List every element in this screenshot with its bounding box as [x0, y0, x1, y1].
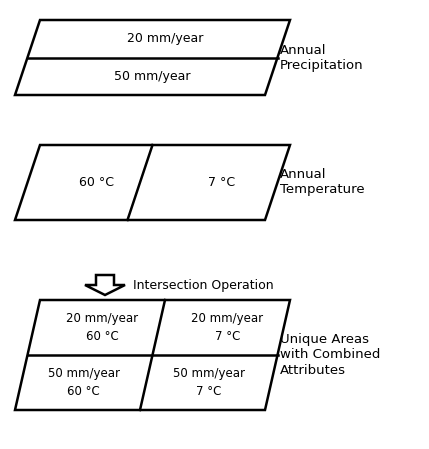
Text: 7 °C: 7 °C — [208, 176, 235, 189]
Polygon shape — [85, 275, 125, 295]
Text: 60 °C: 60 °C — [79, 176, 114, 189]
Text: 50 mm/year: 50 mm/year — [114, 70, 191, 83]
Polygon shape — [15, 300, 290, 410]
Text: 20 mm/year
60 °C: 20 mm/year 60 °C — [66, 312, 139, 343]
Text: 50 mm/year
60 °C: 50 mm/year 60 °C — [48, 367, 120, 398]
Text: Annual
Precipitation: Annual Precipitation — [280, 44, 364, 71]
Text: 50 mm/year
7 °C: 50 mm/year 7 °C — [173, 367, 245, 398]
Polygon shape — [15, 145, 290, 220]
Text: 20 mm/year
7 °C: 20 mm/year 7 °C — [191, 312, 263, 343]
Text: Unique Areas
with Combined
Attributes: Unique Areas with Combined Attributes — [280, 334, 381, 377]
Polygon shape — [15, 20, 290, 95]
Text: 20 mm/year: 20 mm/year — [127, 32, 203, 45]
Text: Annual
Temperature: Annual Temperature — [280, 168, 365, 197]
Text: Intersection Operation: Intersection Operation — [133, 278, 274, 291]
